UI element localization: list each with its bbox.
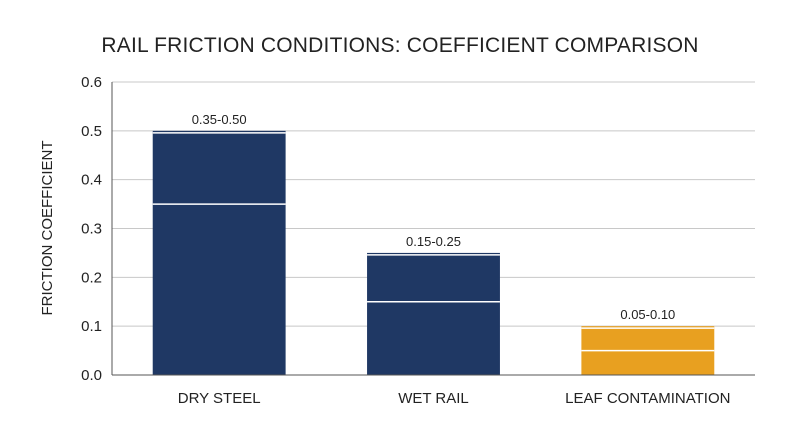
y-axis-label: FRICTION COEFFICIENT <box>39 141 56 316</box>
y-tick-label: 0.3 <box>81 221 102 238</box>
axis-layer <box>111 82 755 376</box>
y-tick-label: 0.4 <box>81 172 102 189</box>
y-tick-label: 0.5 <box>81 123 102 140</box>
data-label: 0.05-0.10 <box>620 307 675 322</box>
bar <box>367 252 500 375</box>
chart-title: RAIL FRICTION CONDITIONS: COEFFICIENT CO… <box>101 34 699 57</box>
x-tick-label: WET RAIL <box>398 390 469 407</box>
label-layer: 0.0 0.1 0.2 0.3 0.4 0.5 0.6 0.35-0.50 DRY STEEL 0… <box>81 74 730 407</box>
data-label: 0.15-0.25 <box>406 234 461 249</box>
x-tick-label: LEAF CONTAMINATION <box>565 390 730 407</box>
bar <box>152 130 286 375</box>
data-label: 0.35-0.50 <box>192 112 247 127</box>
y-tick-label: 0.1 <box>81 318 102 335</box>
y-tick-label: 0.0 <box>81 367 102 384</box>
x-tick-label: DRY STEEL <box>178 390 261 407</box>
y-tick-label: 0.2 <box>81 269 102 286</box>
bar-layer <box>152 130 715 375</box>
y-tick-label: 0.6 <box>81 74 102 91</box>
